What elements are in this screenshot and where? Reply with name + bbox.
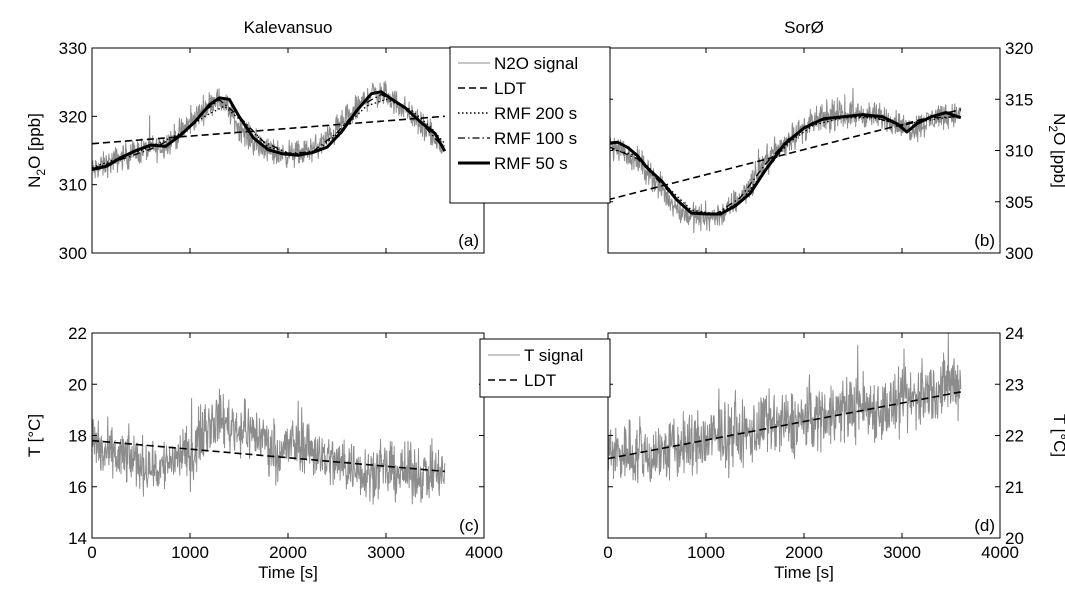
y-axis-label: T [°C] <box>1050 414 1065 457</box>
y-tick-label: 24 <box>1005 324 1024 343</box>
y-tick-label: 14 <box>68 529 87 548</box>
panel-c: 14 16 18 20 22 0 1000 2000 3000 4000 Time [s] (c) T … <box>25 324 503 582</box>
series-ldt <box>92 439 445 473</box>
x-axis-label: Time [s] <box>774 563 834 582</box>
y-tick-label: 330 <box>59 39 87 58</box>
series-rmf-50-s <box>608 111 962 216</box>
y-axis-label: N2O [ppb] <box>25 113 48 188</box>
plot-area <box>92 80 447 179</box>
plot-area <box>608 333 962 484</box>
series-ldt <box>608 391 961 460</box>
panel-d: 20 21 22 23 24 0 1000 2000 3000 4000 Time [s] (d) T … <box>603 324 1065 582</box>
panel-letter: (c) <box>459 516 479 535</box>
panel-title: Kalevansuo <box>244 18 333 37</box>
series-ldt <box>92 115 445 145</box>
series-t-signal <box>608 333 962 484</box>
x-tick-label: 0 <box>87 543 96 562</box>
y-tick-label: 16 <box>68 478 87 497</box>
y-tick-label: 20 <box>1005 529 1024 548</box>
axes-frame <box>607 332 1001 539</box>
legend-box <box>449 46 611 204</box>
y-tick-label: 18 <box>68 427 87 446</box>
legend-entry: N2O signal <box>494 54 578 73</box>
x-tick-label: 2000 <box>785 543 823 562</box>
legend-entry: LDT <box>524 371 556 390</box>
legend-box <box>479 338 611 398</box>
y-tick-label: 22 <box>1005 427 1024 446</box>
series-n2o-signal <box>608 87 962 234</box>
y-tick-label: 320 <box>1005 39 1033 58</box>
y-tick-label: 305 <box>1005 193 1033 212</box>
panel-letter: (d) <box>974 516 995 535</box>
panel-letter: (b) <box>974 231 995 250</box>
x-axis-label: Time [s] <box>258 563 318 582</box>
y-tick-label: 23 <box>1005 375 1024 394</box>
series-rmf-200-s <box>92 98 446 169</box>
x-tick-label: 2000 <box>269 543 307 562</box>
legend-entry: T signal <box>524 346 583 365</box>
y-axis-label: T [°C] <box>25 414 44 457</box>
x-tick-label: 4000 <box>465 543 503 562</box>
y-tick-label: 310 <box>59 176 87 195</box>
panel-b: 300 305 310 315 320 SorØ (b) N2O [ppb] <box>607 18 1065 263</box>
y-tick-label: 300 <box>1005 244 1033 263</box>
axes-frame <box>91 332 485 539</box>
legend-temperature: T signal LDT <box>479 338 611 398</box>
x-tick-label: 1000 <box>171 543 209 562</box>
x-tick-label: 0 <box>603 543 612 562</box>
y-tick-label: 320 <box>59 107 87 126</box>
plot-area <box>92 388 446 505</box>
series-rmf-50-s <box>92 90 447 172</box>
x-tick-label: 4000 <box>981 543 1019 562</box>
axes-frame <box>607 47 1001 254</box>
y-tick-label: 21 <box>1005 478 1024 497</box>
panel-a: 300 310 320 330 Kalevansuo (a) N2O [ppb] <box>25 18 485 263</box>
panel-letter: (a) <box>458 231 479 250</box>
panel-title: SorØ <box>784 18 824 37</box>
x-tick-label: 1000 <box>687 543 725 562</box>
x-tick-label: 3000 <box>883 543 921 562</box>
y-tick-label: 310 <box>1005 142 1033 161</box>
y-tick-label: 315 <box>1005 90 1033 109</box>
series-t-signal <box>92 388 446 505</box>
legend-n2o: N2O signal LDT RMF 200 s RMF 100 s RMF 50 s <box>449 46 611 204</box>
legend-entry: RMF 100 s <box>494 129 577 148</box>
y-tick-label: 300 <box>59 244 87 263</box>
legend-entry: RMF 50 s <box>494 154 568 173</box>
legend-entry: LDT <box>494 79 526 98</box>
x-tick-label: 3000 <box>367 543 405 562</box>
plot-area <box>608 87 962 234</box>
y-tick-label: 20 <box>68 375 87 394</box>
y-axis-label: N2O [ppb] <box>1046 113 1065 188</box>
legend-entry: RMF 200 s <box>494 104 577 123</box>
y-tick-label: 22 <box>68 324 87 343</box>
